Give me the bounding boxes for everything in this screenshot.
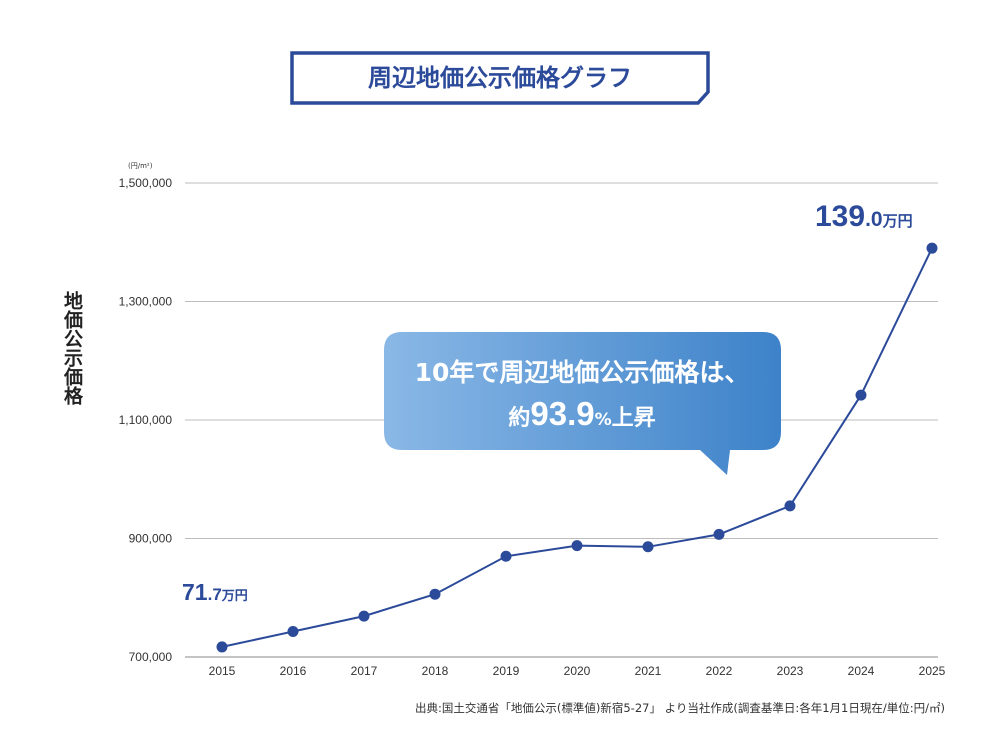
- x-tick-label: 2015: [209, 664, 236, 678]
- data-point-2020: [571, 540, 583, 552]
- x-tick-label: 2021: [635, 664, 662, 678]
- y-tick-labels: 700,000 900,000 1,100,000 1,300,000 1,500,00…: [119, 176, 173, 664]
- y-tick-label: 900,000: [129, 532, 173, 546]
- x-tick-label: 2019: [493, 664, 520, 678]
- x-tick-label: 2023: [777, 664, 804, 678]
- first-value-decimal: .7: [208, 585, 222, 604]
- first-value-number: 71: [182, 579, 208, 605]
- data-point-2023: [784, 500, 796, 512]
- callout-shape: [384, 332, 781, 475]
- source-note: 出典:国土交通省「地価公示(標準値)新宿5-27」 より当社作成(調査基準日:各…: [415, 701, 945, 715]
- y-tick-label: 1,500,000: [119, 176, 173, 190]
- callout-percent: %: [595, 410, 612, 430]
- callout-prefix: 約: [508, 405, 530, 431]
- y-tick-label: 700,000: [129, 650, 173, 664]
- data-point-2015: [216, 641, 228, 653]
- data-point-2025: [926, 242, 938, 254]
- y-tick-label: 1,300,000: [119, 295, 173, 309]
- chart-title: 周辺地価公示価格グラフ: [368, 64, 632, 92]
- last-value-decimal: .0: [865, 208, 883, 231]
- first-value-unit: 万円: [221, 589, 248, 604]
- y-axis-label: 地価公示価格: [61, 290, 84, 406]
- data-point-2017: [358, 610, 370, 622]
- data-markers: [216, 242, 938, 653]
- callout-number: 93.9: [530, 395, 594, 432]
- x-tick-label: 2022: [706, 664, 733, 678]
- x-tick-labels: 2015 2016 2017 2018 2019 2020 2021 2022 2023 2024…: [209, 664, 946, 678]
- y-unit-label: (円/m²): [128, 162, 153, 170]
- x-tick-label: 2025: [919, 664, 946, 678]
- first-value-label: 71.7万円: [182, 579, 248, 605]
- data-point-2021: [642, 541, 654, 553]
- x-tick-label: 2020: [564, 664, 591, 678]
- x-tick-label: 2016: [280, 664, 307, 678]
- y-tick-label: 1,100,000: [119, 413, 173, 427]
- callout-line-2: 約93.9%上昇: [508, 395, 655, 432]
- title-box: 周辺地価公示価格グラフ: [290, 51, 710, 105]
- callout-bubble: 10年で周辺地価公示価格は、 約93.9%上昇: [384, 332, 781, 475]
- x-tick-label: 2017: [351, 664, 378, 678]
- last-value-unit: 万円: [882, 212, 913, 230]
- callout-suffix: 上昇: [612, 406, 656, 431]
- data-point-2016: [287, 626, 299, 638]
- title-frame: [290, 51, 710, 105]
- last-value-number: 139: [815, 200, 865, 233]
- data-point-2022: [713, 528, 725, 540]
- data-point-2018: [429, 588, 441, 600]
- data-point-2024: [855, 389, 867, 401]
- callout-line-1: 10年で周辺地価公示価格は、: [415, 358, 750, 387]
- last-value-label: 139.0万円: [815, 200, 913, 233]
- data-point-2019: [500, 550, 512, 562]
- x-tick-label: 2018: [422, 664, 449, 678]
- x-tick-label: 2024: [848, 664, 875, 678]
